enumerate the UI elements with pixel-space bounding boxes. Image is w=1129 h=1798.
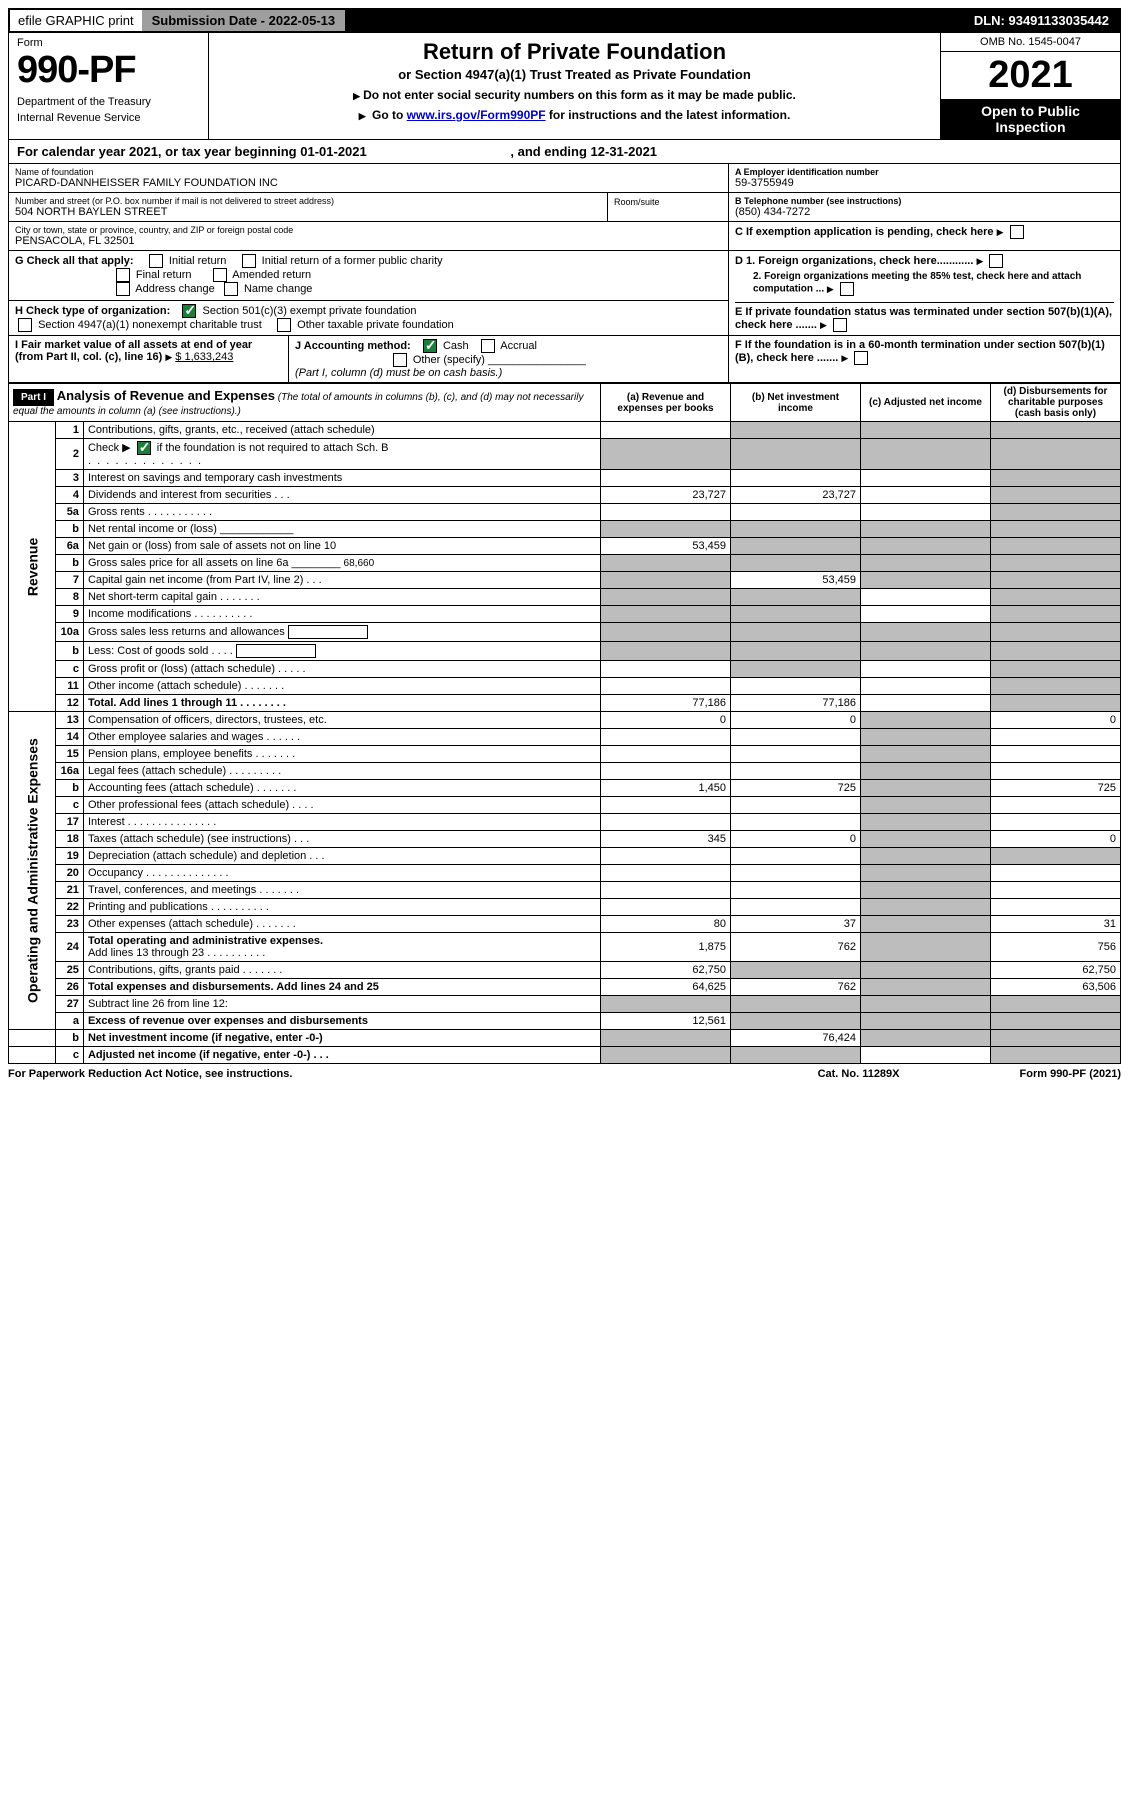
identity-table: Name of foundation PICARD-DANNHEISSER FA…: [8, 164, 1121, 383]
part1-label: Part I: [13, 389, 54, 406]
omb: OMB No. 1545-0047: [941, 33, 1120, 52]
footer-left: For Paperwork Reduction Act Notice, see …: [8, 1068, 292, 1080]
col-c-hdr: (c) Adjusted net income: [861, 384, 991, 422]
footer-right: Form 990-PF (2021): [1020, 1068, 1121, 1080]
f-checkbox[interactable]: [854, 351, 868, 365]
subdate-label: Submission Date -: [152, 13, 269, 28]
b-label: B Telephone number (see instructions): [735, 196, 1114, 206]
d1: D 1. Foreign organizations, check here..…: [735, 255, 973, 267]
dln-label: DLN:: [974, 13, 1009, 28]
addr: 504 NORTH BAYLEN STREET: [15, 206, 601, 218]
c-label: C If exemption application is pending, c…: [735, 226, 994, 238]
j-note: (Part I, column (d) must be on cash basi…: [295, 367, 502, 379]
h-other-chk[interactable]: [277, 318, 291, 332]
dln: 93491133035442: [1008, 13, 1109, 28]
a-label: A Employer identification number: [735, 167, 1114, 177]
schb-chk[interactable]: [137, 441, 151, 455]
d2: 2. Foreign organizations meeting the 85%…: [753, 271, 1081, 295]
e-checkbox[interactable]: [833, 318, 847, 332]
part1-title: Analysis of Revenue and Expenses: [57, 388, 275, 403]
ein: 59-3755949: [735, 177, 1114, 189]
revenue-label: Revenue: [9, 422, 56, 712]
d2-checkbox[interactable]: [840, 282, 854, 296]
d1-checkbox[interactable]: [989, 254, 1003, 268]
form-label: Form: [17, 37, 200, 49]
j-other-chk[interactable]: [393, 353, 407, 367]
footer: For Paperwork Reduction Act Notice, see …: [8, 1064, 1121, 1080]
note2-pre: Go to: [372, 108, 407, 122]
subtitle: or Section 4947(a)(1) Trust Treated as P…: [215, 67, 934, 82]
dept: Department of the Treasury: [17, 96, 200, 108]
g-final-chk[interactable]: [116, 268, 130, 282]
irs: Internal Revenue Service: [17, 112, 200, 124]
addr-label: Number and street (or P.O. box number if…: [15, 196, 601, 206]
h-501c3-chk[interactable]: [182, 304, 196, 318]
foundation-name: PICARD-DANNHEISSER FAMILY FOUNDATION INC: [15, 177, 722, 189]
note2-link[interactable]: www.irs.gov/Form990PF: [407, 108, 546, 122]
calendar-year-row: For calendar year 2021, or tax year begi…: [8, 140, 1121, 164]
i-val: $ 1,633,243: [175, 351, 233, 363]
expenses-label: Operating and Administrative Expenses: [9, 712, 56, 1030]
g-formerpub-chk[interactable]: [242, 254, 256, 268]
insp2: Inspection: [945, 119, 1116, 135]
col-b-hdr: (b) Net investment income: [731, 384, 861, 422]
g-initial-chk[interactable]: [149, 254, 163, 268]
part1-table: Part I Analysis of Revenue and Expenses …: [8, 383, 1121, 1064]
h-4947-chk[interactable]: [18, 318, 32, 332]
g-address-chk[interactable]: [116, 282, 130, 296]
col-d-hdr: (d) Disbursements for charitable purpose…: [991, 384, 1121, 422]
h-label: H Check type of organization:: [15, 304, 170, 316]
name-label: Name of foundation: [15, 167, 722, 177]
note1: Do not enter social security numbers on …: [215, 88, 934, 102]
e-label: E If private foundation status was termi…: [735, 306, 1112, 331]
insp1: Open to Public: [945, 103, 1116, 119]
tax-year: 2021: [941, 52, 1120, 99]
subdate: 2022-05-13: [269, 13, 336, 28]
form-number: 990-PF: [17, 49, 200, 92]
f-label: F If the foundation is in a 60-month ter…: [735, 339, 1105, 364]
c-checkbox[interactable]: [1010, 225, 1024, 239]
j-label: J Accounting method:: [295, 340, 411, 352]
city: PENSACOLA, FL 32501: [15, 235, 722, 247]
j-cash-chk[interactable]: [423, 339, 437, 353]
g-namechange-chk[interactable]: [224, 282, 238, 296]
efile-label: efile GRAPHIC print: [18, 13, 134, 28]
city-label: City or town, state or province, country…: [15, 225, 722, 235]
title: Return of Private Foundation: [215, 39, 934, 65]
note2-post: for instructions and the latest informat…: [546, 108, 791, 122]
j-accrual-chk[interactable]: [481, 339, 495, 353]
g-label: G Check all that apply:: [15, 255, 134, 267]
g-amended-chk[interactable]: [213, 268, 227, 282]
phone: (850) 434-7272: [735, 206, 1114, 218]
top-bar: efile GRAPHIC print Submission Date - 20…: [8, 8, 1121, 33]
col-a-hdr: (a) Revenue and expenses per books: [601, 384, 731, 422]
footer-mid: Cat. No. 11289X: [818, 1068, 900, 1080]
room-label: Room/suite: [614, 197, 660, 207]
form-header: Form 990-PF Department of the Treasury I…: [8, 33, 1121, 140]
